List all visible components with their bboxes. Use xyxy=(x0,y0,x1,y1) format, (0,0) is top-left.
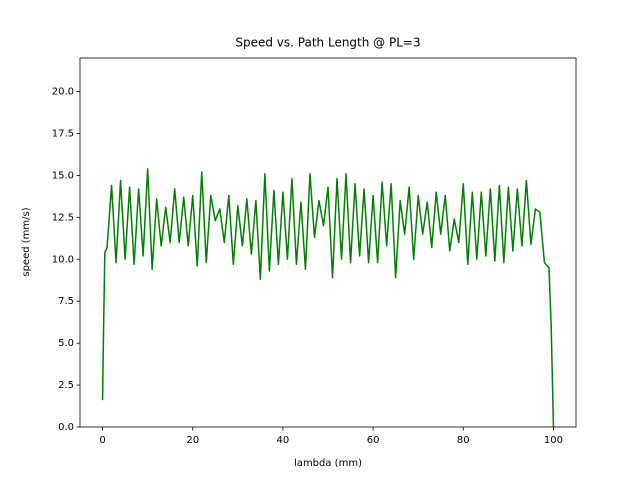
chart-title: Speed vs. Path Length @ PL=3 xyxy=(235,36,420,50)
y-tick-label: 2.5 xyxy=(58,380,74,391)
plot-frame xyxy=(79,57,577,428)
data-line xyxy=(101,167,555,427)
y-tick-label: 12.5 xyxy=(52,212,74,223)
y-tick-label: 10.0 xyxy=(52,254,74,265)
x-tick-label: 80 xyxy=(457,435,470,446)
x-tick-label: 60 xyxy=(367,435,380,446)
y-tick-label: 20.0 xyxy=(52,87,74,98)
x-axis-label: lambda (mm) xyxy=(294,458,362,469)
x-tick-label: 0 xyxy=(99,435,105,446)
x-tick-label: 20 xyxy=(186,435,199,446)
y-tick-label: 7.5 xyxy=(58,296,74,307)
y-tick-label: 15.0 xyxy=(52,170,74,181)
x-tick-label: 40 xyxy=(277,435,290,446)
y-tick-label: 0.0 xyxy=(58,422,74,433)
x-tick-label: 100 xyxy=(544,435,563,446)
y-tick-label: 17.5 xyxy=(52,128,74,139)
y-axis-label: speed (mm/s) xyxy=(21,207,32,276)
y-tick-label: 5.0 xyxy=(58,338,74,349)
